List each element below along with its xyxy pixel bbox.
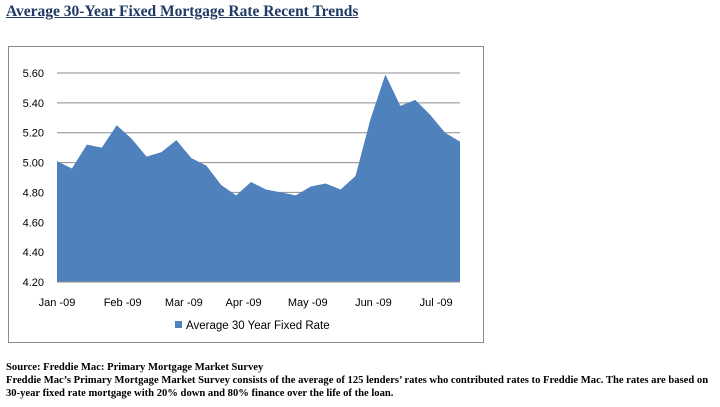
x-tick-label: Mar -09 xyxy=(165,297,203,309)
y-tick-label: 5.20 xyxy=(23,128,44,140)
area-chart: 5.60 5.40 5.20 5.00 4.80 4.60 4.40 4.20 Jan -09… xyxy=(23,68,460,332)
y-tick-label: 4.80 xyxy=(23,187,44,199)
x-axis-labels: Jan -09 Feb -09 Mar -09 Apr -09 May -09 Jun -… xyxy=(39,297,453,309)
y-tick-label: 4.60 xyxy=(23,217,44,229)
y-tick-label: 4.20 xyxy=(23,277,44,289)
y-tick-label: 5.00 xyxy=(23,158,44,170)
x-tick-label: Jan -09 xyxy=(39,297,76,309)
y-tick-label: 5.40 xyxy=(23,98,44,110)
legend: Average 30 Year Fixed Rate xyxy=(175,320,330,332)
x-tick-label: Jul -09 xyxy=(420,297,453,309)
x-tick-label: Apr -09 xyxy=(226,297,262,309)
source-note: Source: Freddie Mac: Primary Mortgage Ma… xyxy=(6,362,264,373)
legend-swatch xyxy=(175,321,182,328)
y-axis-labels: 5.60 5.40 5.20 5.00 4.80 4.60 4.40 4.20 xyxy=(23,68,44,289)
x-tick-label: Jun -09 xyxy=(355,297,392,309)
x-tick-label: May -09 xyxy=(288,297,328,309)
page-title: Average 30-Year Fixed Mortgage Rate Rece… xyxy=(6,3,359,20)
y-tick-label: 5.60 xyxy=(23,68,44,80)
description-line-1: Freddie Mac’s Primary Mortgage Market Su… xyxy=(6,375,709,386)
area-series-average-30-year-fixed-rate xyxy=(57,74,460,283)
description-line-2: 30-year fixed rate mortgage with 20% dow… xyxy=(6,388,394,399)
legend-label: Average 30 Year Fixed Rate xyxy=(186,320,330,332)
footer-notes: Source: Freddie Mac: Primary Mortgage Ma… xyxy=(6,361,718,400)
y-tick-label: 4.40 xyxy=(23,247,44,259)
x-tick-label: Feb -09 xyxy=(104,297,142,309)
